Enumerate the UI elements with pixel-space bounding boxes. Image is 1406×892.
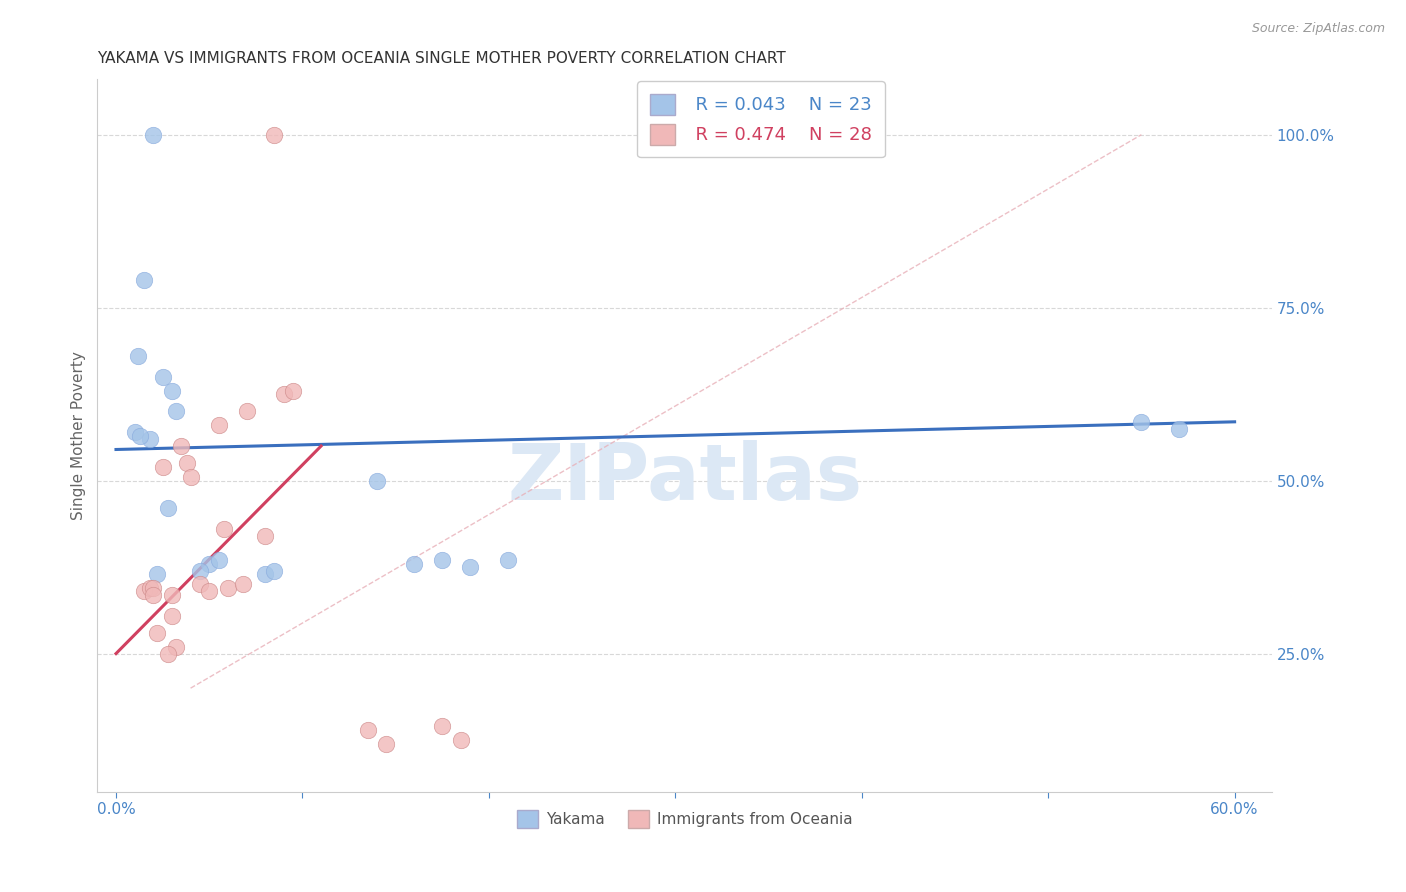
Point bbox=[1167, 422, 1189, 436]
Point bbox=[263, 564, 285, 578]
Point bbox=[170, 439, 193, 453]
Point bbox=[180, 470, 202, 484]
Point bbox=[281, 384, 304, 398]
Point bbox=[129, 428, 152, 442]
Point bbox=[132, 584, 155, 599]
Point bbox=[263, 128, 285, 142]
Text: ZIPatlas: ZIPatlas bbox=[508, 441, 862, 516]
Text: Source: ZipAtlas.com: Source: ZipAtlas.com bbox=[1251, 22, 1385, 36]
Point bbox=[157, 501, 180, 516]
Point bbox=[432, 719, 454, 733]
Point bbox=[450, 733, 472, 747]
Point bbox=[132, 273, 155, 287]
Point bbox=[198, 584, 221, 599]
Point bbox=[142, 588, 165, 602]
Point bbox=[254, 529, 277, 543]
Point bbox=[176, 456, 198, 470]
Point bbox=[232, 577, 254, 591]
Point bbox=[366, 474, 388, 488]
Point bbox=[165, 404, 187, 418]
Point bbox=[207, 553, 229, 567]
Point bbox=[160, 588, 183, 602]
Point bbox=[273, 387, 295, 401]
Point bbox=[188, 577, 211, 591]
Point bbox=[496, 553, 519, 567]
Point bbox=[212, 522, 235, 536]
Point bbox=[138, 581, 160, 595]
Point bbox=[142, 128, 165, 142]
Point bbox=[124, 425, 146, 440]
Point bbox=[1130, 415, 1153, 429]
Point bbox=[235, 404, 257, 418]
Point bbox=[217, 581, 239, 595]
Point bbox=[254, 567, 277, 582]
Point bbox=[198, 557, 221, 571]
Point bbox=[160, 384, 183, 398]
Legend: Yakama, Immigrants from Oceania: Yakama, Immigrants from Oceania bbox=[510, 805, 859, 834]
Text: YAKAMA VS IMMIGRANTS FROM OCEANIA SINGLE MOTHER POVERTY CORRELATION CHART: YAKAMA VS IMMIGRANTS FROM OCEANIA SINGLE… bbox=[97, 51, 786, 66]
Point bbox=[432, 553, 454, 567]
Point bbox=[157, 647, 180, 661]
Point bbox=[375, 737, 398, 751]
Point bbox=[160, 608, 183, 623]
Point bbox=[146, 625, 169, 640]
Point bbox=[152, 459, 174, 474]
Point bbox=[165, 640, 187, 654]
Point bbox=[127, 349, 149, 363]
Point bbox=[142, 581, 165, 595]
Point bbox=[207, 418, 229, 433]
Point bbox=[404, 557, 426, 571]
Point bbox=[458, 560, 481, 574]
Point bbox=[357, 723, 380, 737]
Point bbox=[152, 369, 174, 384]
Y-axis label: Single Mother Poverty: Single Mother Poverty bbox=[72, 351, 86, 520]
Point bbox=[188, 564, 211, 578]
Point bbox=[146, 567, 169, 582]
Point bbox=[138, 432, 160, 446]
